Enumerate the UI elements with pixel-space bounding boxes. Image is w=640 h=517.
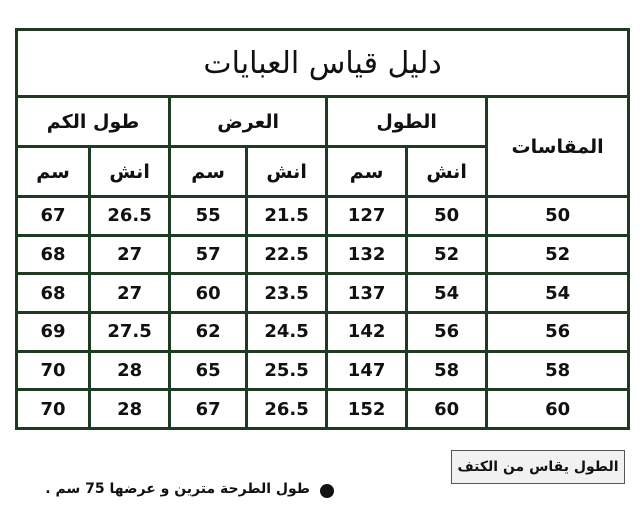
- title-row: دليل قياس العبايات: [14, 28, 631, 98]
- measure-cell: 67: [168, 388, 249, 430]
- data-row: 50 50 127 21.5 55 26.5 67: [14, 195, 631, 237]
- measure-cell: 26.5: [245, 388, 329, 430]
- measure-cell: 28: [88, 349, 172, 392]
- bullet: [320, 484, 334, 498]
- size-cell: 52: [485, 233, 631, 276]
- measure-cell: 24.5: [245, 310, 329, 353]
- data-row: 56 56 142 24.5 62 27.5 69: [14, 310, 631, 353]
- measure-cell: 69: [14, 310, 92, 353]
- measure-cell: 65: [168, 349, 249, 392]
- measure-cell: 28: [88, 388, 172, 430]
- measure-cell: 23.5: [245, 272, 329, 314]
- measure-cell: 54: [405, 272, 489, 314]
- unit-header: سم: [14, 145, 92, 198]
- measure-cell: 21.5: [245, 195, 329, 237]
- measure-cell: 147: [325, 349, 409, 392]
- measure-cell: 27: [88, 233, 172, 276]
- measure-cell: 62: [168, 310, 249, 353]
- measure-cell: 56: [405, 310, 489, 353]
- measure-cell: 152: [325, 388, 409, 430]
- measure-cell: 67: [14, 195, 92, 237]
- scarf-note: طول الطرحة مترين و عرضها 75 سم .: [45, 481, 310, 497]
- measure-cell: 68: [14, 233, 92, 276]
- data-row: 52 52 132 22.5 57 27 68: [14, 233, 631, 276]
- measure-cell: 60: [168, 272, 249, 314]
- measure-cell: 127: [325, 195, 409, 237]
- measure-cell: 142: [325, 310, 409, 353]
- measure-cell: 27.5: [88, 310, 172, 353]
- size-cell: 60: [485, 388, 631, 430]
- unit-header: سم: [168, 145, 249, 198]
- unit-header: سم: [325, 145, 409, 198]
- unit-header: انش: [405, 145, 489, 198]
- measure-cell: 137: [325, 272, 409, 314]
- group-header: الطول: [325, 95, 489, 148]
- measure-cell: 58: [405, 349, 489, 392]
- measure-cell: 52: [405, 233, 489, 276]
- measure-cell: 55: [168, 195, 249, 237]
- data-row: 58 58 147 25.5 65 28 70: [14, 349, 631, 392]
- group-header: العرض: [168, 95, 329, 148]
- measure-cell: 25.5: [245, 349, 329, 392]
- measure-cell: 26.5: [88, 195, 172, 237]
- data-row: 60 60 152 26.5 67 28 70: [14, 388, 631, 430]
- size-cell: 54: [485, 272, 631, 314]
- measure-cell: 70: [14, 349, 92, 392]
- data-row: 54 54 137 23.5 60 27 68: [14, 272, 631, 314]
- measure-cell: 50: [405, 195, 489, 237]
- size-cell: 50: [485, 195, 631, 237]
- measure-cell: 70: [14, 388, 92, 430]
- measure-note: الطول يقاس من الكتف: [451, 450, 625, 484]
- size-header: المقاسات: [485, 95, 631, 198]
- measure-cell: 22.5: [245, 233, 329, 276]
- table-title: دليل قياس العبايات: [14, 28, 631, 98]
- group-row: المقاسات الطول العرض طول الكم: [14, 95, 631, 198]
- size-cell: 56: [485, 310, 631, 353]
- table-body: دليل قياس العبايات المقاسات الطول العرض طول…: [14, 28, 631, 430]
- group-header: طول الكم: [14, 95, 172, 148]
- size-table: دليل قياس العبايات المقاسات الطول العرض طول…: [14, 28, 631, 430]
- measure-cell: 57: [168, 233, 249, 276]
- measure-cell: 60: [405, 388, 489, 430]
- size-cell: 58: [485, 349, 631, 392]
- measure-cell: 132: [325, 233, 409, 276]
- measure-cell: 68: [14, 272, 92, 314]
- unit-header: انش: [88, 145, 172, 198]
- measure-cell: 27: [88, 272, 172, 314]
- unit-header: انش: [245, 145, 329, 198]
- unit-row: انش سم انش سم انش سم: [14, 145, 629, 198]
